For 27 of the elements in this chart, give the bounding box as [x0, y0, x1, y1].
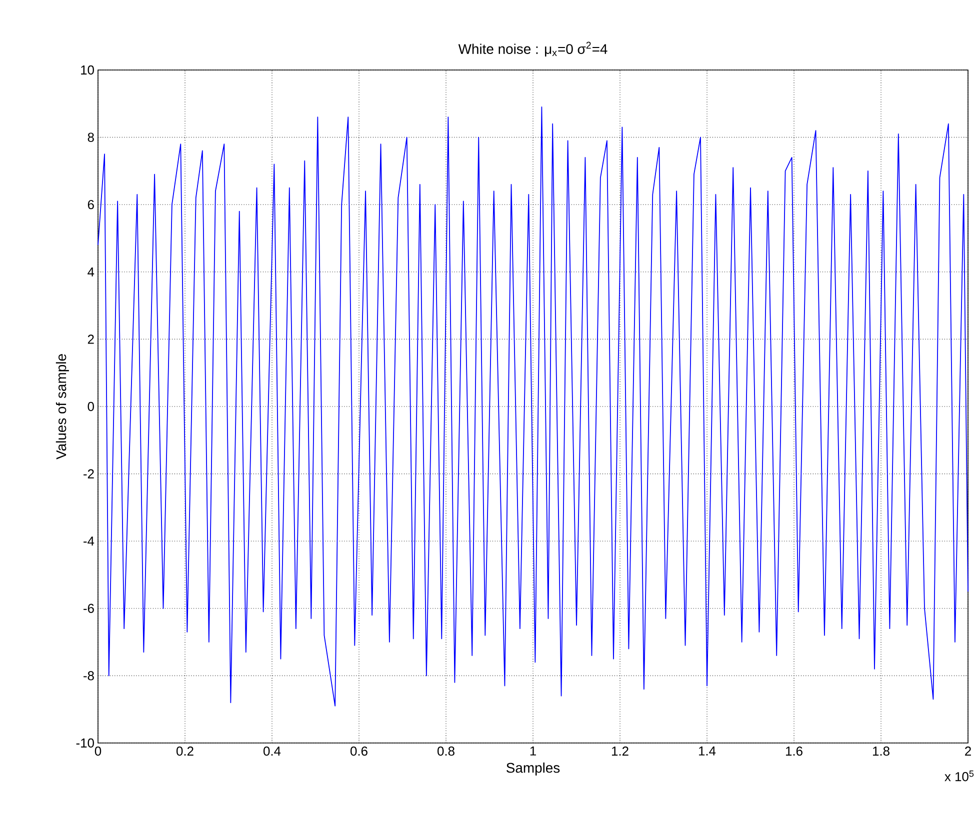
x-tick-label: 0.6	[350, 746, 368, 756]
x-tick-label: 1.4	[698, 746, 716, 756]
y-tick-label: -6	[84, 604, 94, 613]
y-tick-label: 10	[81, 65, 94, 75]
x-tick-label: 2	[965, 746, 971, 756]
x-tick-label: 1	[530, 746, 536, 756]
x-tick-label: 1.2	[612, 746, 628, 756]
x-tick-label: 0.8	[438, 746, 454, 756]
y-axis-title: Values of sample	[56, 354, 69, 460]
y-tick-label: -10	[76, 738, 94, 748]
y-tick-label: -8	[84, 671, 94, 680]
x-tick-label: 0	[94, 746, 102, 756]
x-tick-label: 1.8	[872, 746, 890, 756]
x-tick-label: 0.4	[264, 746, 281, 756]
y-tick-label: -2	[84, 469, 94, 478]
y-tick-label: 6	[88, 200, 94, 210]
x-axis-title: Samples	[506, 762, 560, 776]
y-tick-label: -4	[84, 536, 94, 546]
x-tick-label: 0.2	[176, 746, 194, 756]
y-tick-label: 8	[88, 132, 94, 142]
y-tick-label: 4	[88, 267, 94, 276]
text: x 10$^{5}$	[944, 770, 974, 782]
line-series	[98, 106, 968, 706]
y-tick-label: 2	[88, 334, 94, 344]
y-tick-label: 0	[88, 402, 94, 412]
chart-title: White noise : μ$_{x}$=0 σ$^{2}$=4	[458, 42, 608, 56]
x-tick-label: 1.6	[786, 746, 802, 756]
